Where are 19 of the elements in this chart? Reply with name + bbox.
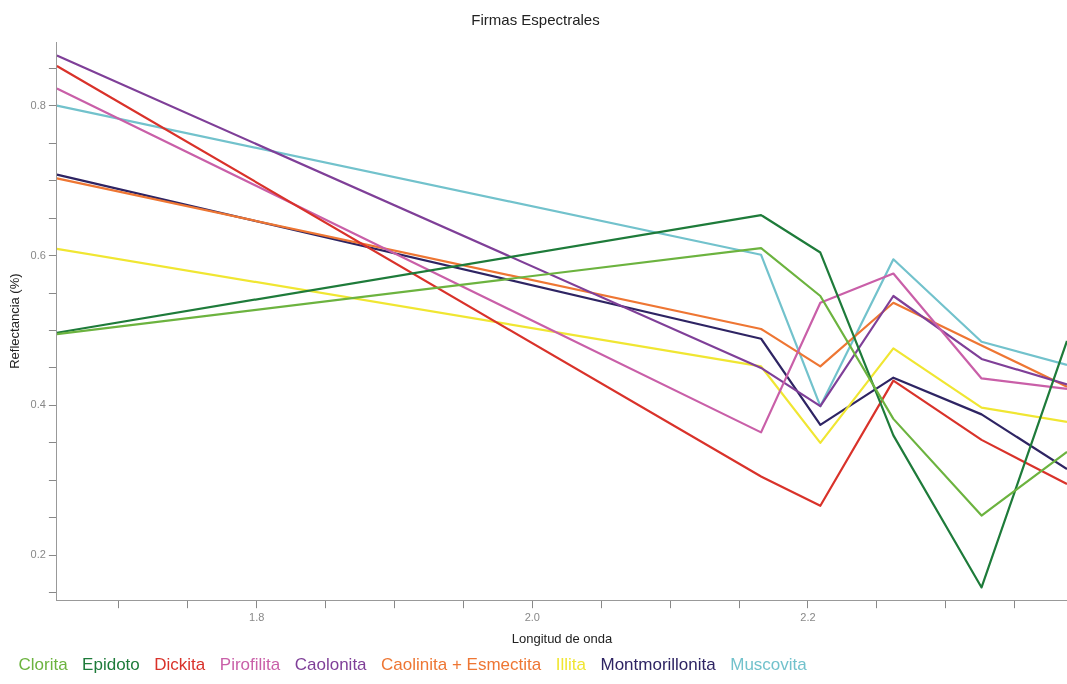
text: Muscovita bbox=[730, 655, 808, 675]
chart-title: Firmas Espectrales bbox=[471, 11, 600, 29]
y-tick-label: 0.4 bbox=[30, 398, 46, 411]
y-tick-label: 0.6 bbox=[30, 248, 46, 261]
text: Illita bbox=[555, 655, 587, 675]
text: Clorita bbox=[18, 655, 69, 675]
text: Dickita bbox=[154, 655, 206, 675]
x-tick-label: 1.8 bbox=[249, 610, 265, 623]
y-tick-label: 0.8 bbox=[30, 98, 46, 111]
y-axis-title: Reflectancia (%) bbox=[7, 273, 23, 369]
x-axis-title: Longitud de onda bbox=[511, 630, 613, 646]
x-tick-label: 2.2 bbox=[800, 610, 816, 623]
text: Epidoto bbox=[82, 655, 140, 675]
text: Caolinita + Esmectita bbox=[381, 655, 542, 675]
text: Pirofilita bbox=[219, 655, 281, 675]
y-tick-label: 0.2 bbox=[30, 548, 46, 561]
x-tick-label: 2.0 bbox=[524, 610, 540, 623]
text: Montmorillonita bbox=[600, 655, 717, 675]
text: Caolonita bbox=[294, 655, 368, 675]
